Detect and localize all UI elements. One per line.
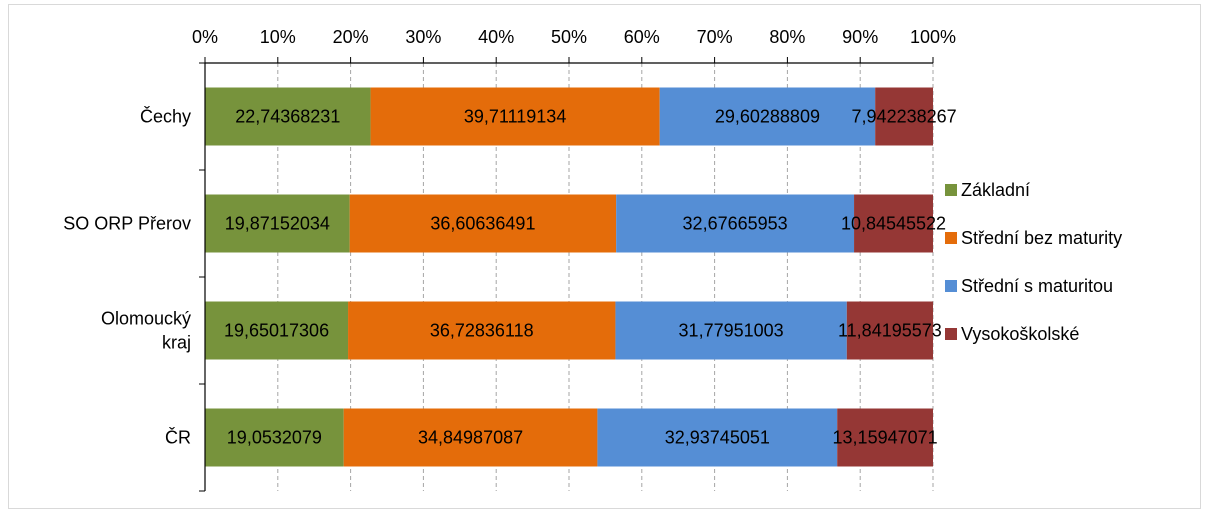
data-label: 39,71119134	[464, 107, 566, 127]
bar-vysokoškolské	[875, 87, 933, 146]
x-tick-label: 20%	[333, 27, 369, 47]
data-label: 32,67665953	[683, 214, 788, 234]
category-label: Olomoucký kraj	[101, 309, 191, 353]
axes	[199, 57, 934, 492]
data-label: 31,77951003	[679, 321, 784, 341]
bar-základní	[205, 194, 350, 253]
bar-střední-bez-maturity	[343, 408, 598, 467]
x-tick-label: 30%	[405, 27, 441, 47]
bar-základní	[205, 408, 344, 467]
legend-swatch	[945, 280, 957, 292]
legend: Základní Střední bez maturity Střední s ma…	[945, 180, 1122, 344]
x-tick-label: 60%	[624, 27, 660, 47]
data-label: 19,0532079	[227, 428, 322, 448]
bar-data-labels: 22,74368231 39,71119134 29,60288809 7,94223…	[224, 107, 957, 448]
data-label: 19,87152034	[225, 214, 330, 234]
bar-vysokoškolské	[854, 194, 933, 253]
bar-střední-s-maturitou	[616, 194, 855, 253]
bar-střední-s-maturitou	[597, 408, 838, 467]
legend-swatch	[945, 328, 957, 340]
bars	[205, 87, 933, 467]
legend-label: Základní	[961, 180, 1030, 200]
data-label: 11,84195573	[838, 321, 942, 341]
bar-střední-s-maturitou	[615, 301, 847, 360]
category-labels: Čechy SO ORP Přerov Olomoucký kraj ČR	[63, 106, 191, 448]
x-tick-label: 100%	[910, 27, 956, 47]
legend-label: Střední s maturitou	[961, 276, 1113, 296]
x-tick-labels: 0% 10% 20% 30% 40% 50% 60% 70% 80% 90% 100%	[192, 27, 956, 47]
bar-střední-bez-maturity	[348, 301, 616, 360]
data-label: 22,74368231	[235, 107, 340, 127]
x-tick-label: 90%	[842, 27, 878, 47]
bar-střední-s-maturitou	[659, 87, 876, 146]
bar-základní	[205, 87, 371, 146]
bar-střední-bez-maturity	[370, 87, 660, 146]
x-tick-label: 50%	[551, 27, 587, 47]
category-label: Čechy	[140, 106, 191, 127]
x-tick-label: 80%	[769, 27, 805, 47]
x-tick-label: 70%	[697, 27, 733, 47]
x-tick-label: 0%	[192, 27, 218, 47]
data-label: 32,93745051	[665, 428, 770, 448]
data-label: 10,84545522	[841, 214, 946, 234]
chart-frame: 22,74368231 39,71119134 29,60288809 7,94223…	[8, 4, 1201, 509]
data-label: 7,942238267	[852, 107, 957, 127]
data-label: 34,84987087	[418, 428, 523, 448]
legend-label: Vysokoškolské	[961, 324, 1079, 344]
x-tick-label: 10%	[260, 27, 296, 47]
data-label: 19,65017306	[224, 321, 329, 341]
bar-vysokoškolské	[837, 408, 933, 467]
legend-swatch	[945, 232, 957, 244]
category-label: SO ORP Přerov	[63, 214, 191, 234]
legend-swatch	[945, 184, 957, 196]
bar-vysokoškolské	[846, 301, 933, 360]
legend-label: Střední bez maturity	[961, 228, 1122, 248]
data-label: 36,60636491	[430, 214, 535, 234]
data-label: 13,15947071	[833, 428, 938, 448]
bar-střední-bez-maturity	[349, 194, 617, 253]
data-label: 36,72836118	[430, 321, 534, 341]
x-tick-label: 40%	[478, 27, 514, 47]
bar-základní	[205, 301, 349, 360]
stacked-bar-chart: 22,74368231 39,71119134 29,60288809 7,94223…	[63, 27, 1122, 492]
category-label: ČR	[165, 427, 191, 448]
data-label: 29,60288809	[715, 107, 820, 127]
